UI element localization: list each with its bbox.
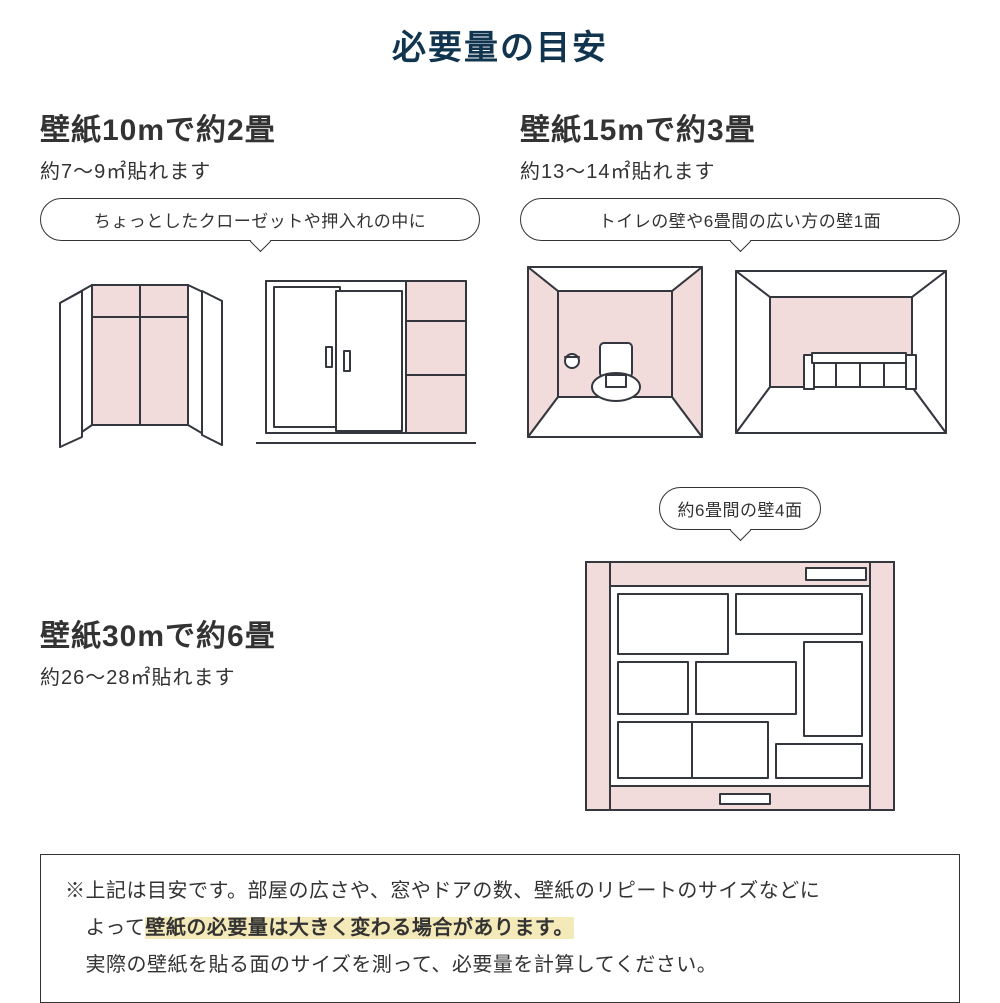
note-line-3-text: 実際の壁紙を貼る面のサイズを測って、必要量を計算してください。 [86,954,718,976]
oshiire-icon [256,257,476,457]
note-line-2-highlight: 壁紙の必要量は大きく変わる場合があります。 [145,917,574,939]
block-15m: 壁紙15mで約3畳 約13〜14㎡貼れます トイレの壁や6畳間の広い方の壁1面 [520,105,960,457]
block-10m-bubble: ちょっとしたクローゼットや押入れの中に [40,198,480,241]
block-30m-sub: 約26〜28㎡貼れます [40,661,480,690]
block-10m-illustrations [40,257,480,457]
block-10m-sub: 約7〜9㎡貼れます [40,155,480,184]
closet-icon [40,257,240,457]
content-grid: 壁紙10mで約2畳 約7〜9㎡貼れます ちょっとしたクローゼットや押入れの中に [30,105,970,828]
block-10m-title: 壁紙10mで約2畳 [40,105,480,149]
room-topdown-icon [570,548,910,828]
block-30m-illustrations [520,548,960,828]
block-30m-title: 壁紙30mで約6畳 [40,611,480,655]
note-line-2-pre: よって [86,917,146,939]
room-one-wall-icon [726,257,956,457]
block-15m-illustrations [520,257,960,457]
block-30m-bubble: 約6畳間の壁4面 [659,487,822,530]
block-10m: 壁紙10mで約2畳 約7〜9㎡貼れます ちょっとしたクローゼットや押入れの中に [40,105,480,457]
block-30m-illus: 約6畳間の壁4面 [520,487,960,828]
toilet-room-icon [520,257,710,457]
note-line-2: よって壁紙の必要量は大きく変わる場合があります。 [65,910,935,947]
block-15m-sub: 約13〜14㎡貼れます [520,155,960,184]
block-15m-bubble: トイレの壁や6畳間の広い方の壁1面 [520,198,960,241]
page-title: 必要量の目安 [30,20,970,69]
note-line-1-text: ※上記は目安です。部屋の広さや、窓やドアの数、壁紙のリピートのサイズなどに [65,880,820,902]
note-line-3: 実際の壁紙を貼る面のサイズを測って、必要量を計算してください。 [65,947,935,984]
block-15m-title: 壁紙15mで約3畳 [520,105,960,149]
note-line-1: ※上記は目安です。部屋の広さや、窓やドアの数、壁紙のリピートのサイズなどに [65,873,935,910]
note-box: ※上記は目安です。部屋の広さや、窓やドアの数、壁紙のリピートのサイズなどに よっ… [40,854,960,1003]
block-30m: 壁紙30mで約6畳 約26〜28㎡貼れます [40,611,480,704]
